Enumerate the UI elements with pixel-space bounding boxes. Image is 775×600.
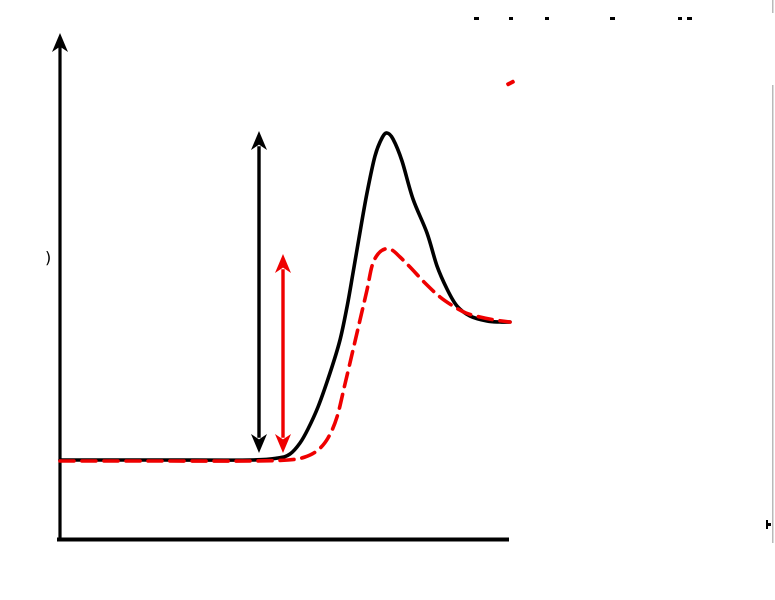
cropped-text-mark [474,17,479,20]
black-activation-energy-arrow-top-head-icon [251,131,267,150]
cropped-text-mark [687,17,692,20]
red-activation-energy-arrow-bottom-head-icon [275,434,291,453]
cropped-right-edge-text-mark [768,523,771,526]
cropped-text-mark [610,17,615,20]
cropped-right-edge-text-mark [766,520,768,529]
higher-peak-solid-curve [58,131,512,462]
black-activation-energy-arrow-bottom-head-icon [251,434,267,453]
red-activation-energy-arrow-top-head-icon [275,254,291,273]
y-axis-arrowhead-icon [52,33,68,52]
cropped-text-mark [509,17,513,20]
page-edge-line [772,85,774,543]
lower-peak-dashed-curve [58,246,512,463]
cropped-y-axis-label-fragment: ) [45,248,52,267]
page-edge-line [772,0,774,13]
cropped-text-mark [545,17,549,20]
cropped-red-mark [506,79,515,87]
cropped-text-mark [678,17,682,20]
